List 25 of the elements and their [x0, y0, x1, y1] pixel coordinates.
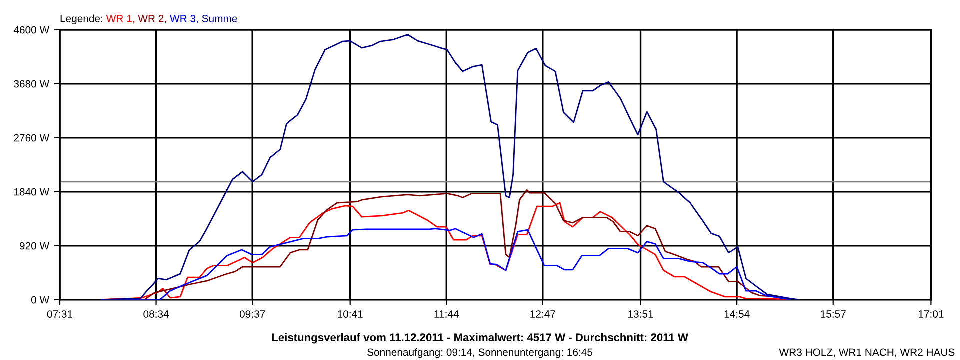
line-series — [100, 34, 800, 300]
x-tick-label: 11:44 — [434, 310, 459, 318]
text: Summe — [202, 15, 238, 22]
x-tick-label: 09:37 — [240, 310, 266, 318]
text: WR 2, — [138, 15, 166, 24]
text: Leistungsverlauf vom 11.12.2011 - Maximalwert: 4517 W - Durchschnitt: 2011 W — [272, 333, 688, 344]
x-tick-label: 08:34 — [144, 310, 170, 318]
x-tick-label: 15:57 — [821, 310, 846, 318]
x-tick-label: 12:47 — [530, 310, 556, 318]
legend-title: Legende: — [60, 14, 102, 24]
text: WR 1, — [106, 15, 134, 24]
y-tick-label: 0 W — [31, 296, 50, 304]
text: WR3 HOLZ, WR1 NACH, WR2 HAUS — [779, 348, 955, 358]
y-tick-label: 920 W — [20, 242, 50, 250]
x-tick-label: 07:31 — [47, 310, 73, 318]
text: Sonnenaufgang: 09:14, Sonnenuntergang: 16:45 — [368, 348, 593, 358]
y-tick-label: 1840 W — [14, 188, 50, 196]
text: WR 3, — [170, 15, 198, 24]
x-tick-label: 17:01 — [918, 310, 944, 318]
y-tick-label: 4600 W — [14, 26, 50, 34]
x-tick-label: 10:41 — [338, 310, 363, 318]
x-tick-label: 13:51 — [628, 310, 654, 318]
y-tick-label: 3680 W — [14, 80, 50, 88]
x-tick-label: 14:54 — [724, 310, 750, 318]
y-tick-label: 2760 W — [14, 134, 50, 142]
